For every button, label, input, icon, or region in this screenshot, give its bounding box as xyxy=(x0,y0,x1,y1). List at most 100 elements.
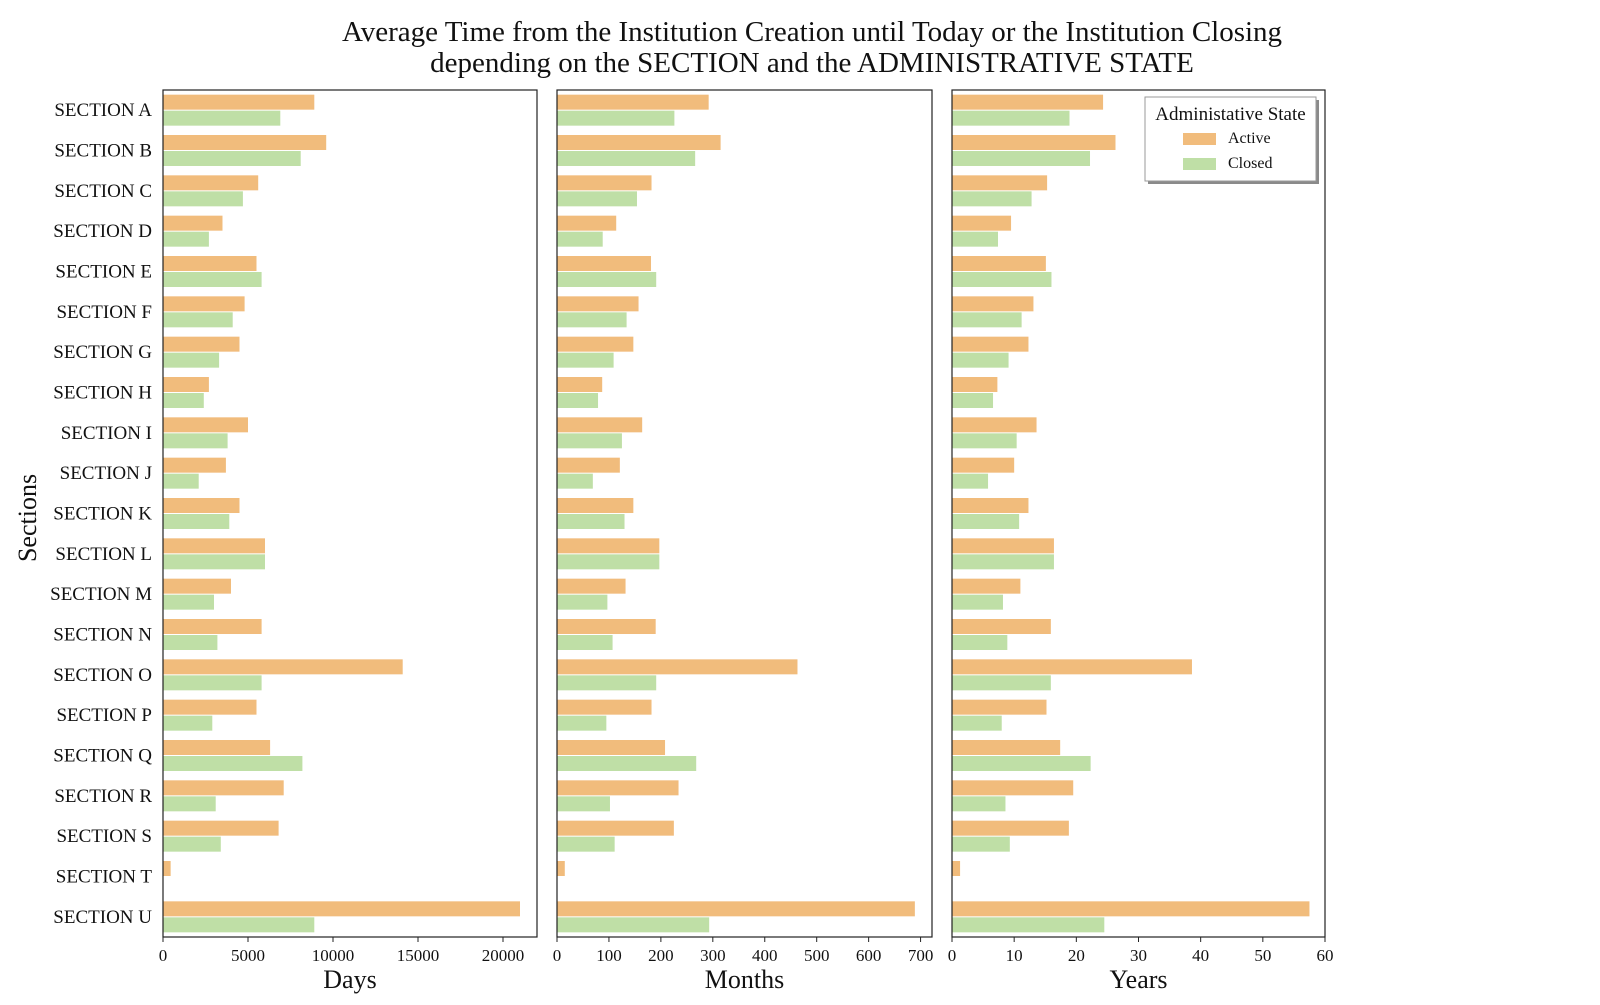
bar-active xyxy=(557,215,617,231)
bar-active xyxy=(952,135,1116,150)
bar-active xyxy=(163,498,240,513)
bar-closed xyxy=(952,231,999,247)
bar-active xyxy=(163,740,271,755)
bar-active xyxy=(952,780,1074,796)
bar-active xyxy=(163,780,284,796)
bar-active xyxy=(163,417,248,433)
bar-active xyxy=(163,94,315,110)
bar-closed xyxy=(952,473,989,489)
bar-active xyxy=(952,256,1046,271)
bar-closed xyxy=(163,352,220,368)
bar-closed xyxy=(952,917,1105,933)
bar-closed xyxy=(952,151,1091,166)
bar-active xyxy=(952,417,1037,433)
bar-closed xyxy=(952,554,1054,570)
x-axis-label: Years xyxy=(1109,965,1167,994)
bar-active xyxy=(557,417,643,433)
chart-title-line-2: depending on the SECTION and the ADMINIS… xyxy=(430,47,1194,79)
bar-closed xyxy=(557,272,657,287)
bar-active xyxy=(557,498,634,513)
bar-active xyxy=(557,659,798,675)
bar-active xyxy=(163,901,520,917)
panel-days: 0 5000 10000 15000 20000 Days xyxy=(159,89,538,994)
x-tick-label: 100 xyxy=(596,946,622,965)
y-tick-label: SECTION O xyxy=(53,665,152,686)
bar-active xyxy=(163,175,259,191)
x-tick-label: 40 xyxy=(1192,946,1209,965)
bar-active xyxy=(163,296,245,312)
bar-active xyxy=(952,336,1029,352)
bar-closed xyxy=(163,110,281,126)
y-tick-label: SECTION J xyxy=(60,463,152,484)
bar-active xyxy=(952,578,1021,594)
bar-closed xyxy=(952,675,1051,691)
y-tick-label: SECTION G xyxy=(53,342,152,363)
y-tick-label: SECTION F xyxy=(56,302,152,323)
bar-active xyxy=(952,861,961,876)
bar-closed xyxy=(163,917,315,933)
bar-closed xyxy=(163,514,230,529)
bar-closed xyxy=(952,514,1020,529)
bar-active xyxy=(163,135,327,150)
y-tick-label: SECTION N xyxy=(53,625,152,646)
legend-label-active: Active xyxy=(1228,130,1271,147)
bar-closed xyxy=(557,836,615,852)
x-tick-label: 15000 xyxy=(397,946,440,965)
bar-active xyxy=(952,94,1104,110)
bar-active xyxy=(952,901,1310,917)
bar-active xyxy=(557,336,634,352)
bar-active xyxy=(952,820,1069,836)
bar-active xyxy=(557,256,652,271)
bar-closed xyxy=(163,312,233,328)
bar-active xyxy=(557,538,660,554)
bar-closed xyxy=(952,312,1022,328)
x-tick-label: 20 xyxy=(1068,946,1085,965)
bar-active xyxy=(557,175,652,191)
legend-swatch-closed xyxy=(1183,158,1216,170)
y-tick-label: SECTION R xyxy=(54,786,152,807)
y-tick-label: SECTION S xyxy=(56,826,152,847)
chart-title-line-1: Average Time from the Institution Creati… xyxy=(342,16,1282,48)
x-tick-label: 5000 xyxy=(231,946,265,965)
bar-active xyxy=(557,94,709,110)
bar-closed xyxy=(557,675,657,691)
bar-active xyxy=(557,861,565,876)
x-tick-label: 50 xyxy=(1254,946,1271,965)
bar-closed xyxy=(557,554,660,570)
x-tick-label: 60 xyxy=(1317,946,1334,965)
x-tick-label: 500 xyxy=(804,946,830,965)
bar-closed xyxy=(163,393,204,408)
bar-active xyxy=(163,256,257,271)
bar-active xyxy=(952,619,1051,634)
bar-active xyxy=(952,377,998,392)
bar-closed xyxy=(557,151,696,166)
y-tick-label: SECTION B xyxy=(54,141,152,162)
bar-active xyxy=(952,498,1029,513)
bar-closed xyxy=(952,796,1006,812)
bar-closed xyxy=(557,433,622,449)
y-tick-label: SECTION D xyxy=(53,221,152,242)
bar-closed xyxy=(163,756,303,771)
bar-closed xyxy=(952,433,1017,449)
legend-box xyxy=(1144,96,1317,182)
x-tick-label: 30 xyxy=(1130,946,1147,965)
x-tick-label: 400 xyxy=(752,946,778,965)
legend: Administative State Active Closed xyxy=(1144,96,1319,184)
bar-closed xyxy=(163,715,213,731)
x-tick-label: 0 xyxy=(948,946,957,965)
bar-active xyxy=(952,538,1054,554)
bar-closed xyxy=(163,594,214,610)
y-tick-label: SECTION M xyxy=(50,584,152,605)
x-tick-label: 0 xyxy=(159,946,168,965)
bar-active xyxy=(163,861,171,876)
y-tick-label: SECTION U xyxy=(53,907,152,928)
bar-closed xyxy=(163,796,216,812)
bar-closed xyxy=(557,231,603,247)
bar-closed xyxy=(557,473,593,489)
y-tick-label: SECTION C xyxy=(54,181,152,202)
bar-closed xyxy=(952,352,1009,368)
bar-closed xyxy=(557,191,637,207)
bar-active xyxy=(952,740,1061,755)
legend-swatch-active xyxy=(1183,133,1216,145)
bar-closed xyxy=(557,110,675,126)
